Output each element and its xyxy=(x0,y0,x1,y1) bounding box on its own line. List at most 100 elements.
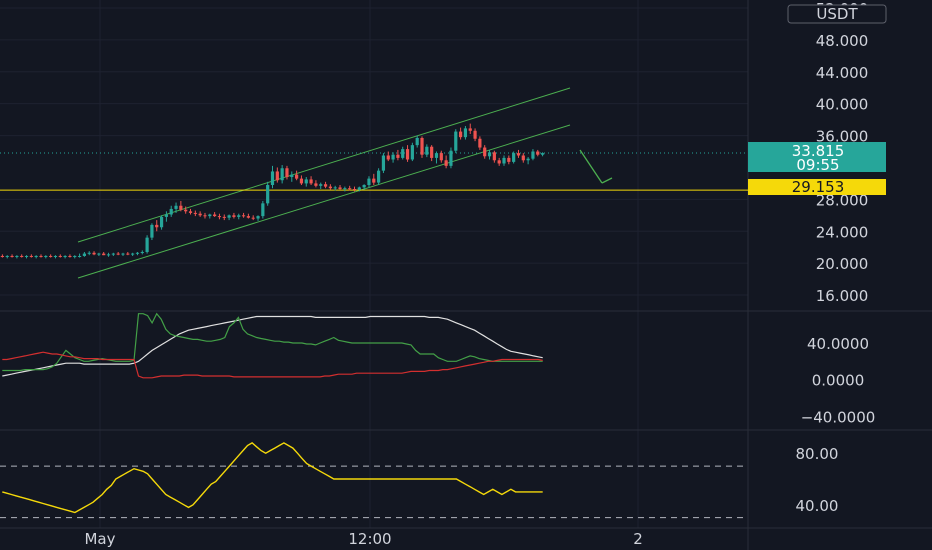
oscillator-2-axis[interactable]: 80.00 40.00 xyxy=(796,445,839,515)
candle-body xyxy=(261,203,265,217)
oscillator-1-series-2 xyxy=(2,351,543,379)
candle-body xyxy=(203,215,207,217)
candle-body xyxy=(444,160,448,166)
candle-body xyxy=(131,253,135,255)
candle-body xyxy=(135,252,140,254)
oscillator-1-axis[interactable]: 40.0000 0.0000 −40.0000 xyxy=(801,335,876,426)
candle-body xyxy=(391,154,395,160)
candle-body xyxy=(290,174,294,178)
time-tick-2: 2 xyxy=(633,530,643,548)
down-arrow-drawing[interactable] xyxy=(579,149,613,184)
candle-body xyxy=(502,157,506,164)
candle-body xyxy=(53,255,58,257)
candle-body xyxy=(468,128,472,131)
candle-body xyxy=(20,255,24,257)
candle-body xyxy=(164,214,168,217)
price-tick-label: 20.000 xyxy=(816,255,869,273)
candle-body xyxy=(270,171,275,186)
candle-body xyxy=(150,224,154,238)
candle-body xyxy=(439,153,443,161)
candle-body xyxy=(319,184,323,186)
candle-body xyxy=(34,255,38,257)
currency-badge[interactable]: USDT xyxy=(787,4,887,24)
candle-body xyxy=(396,154,400,158)
candle-body xyxy=(73,255,77,257)
candle-body xyxy=(507,157,511,162)
candle-body xyxy=(102,253,106,256)
candle-body xyxy=(63,255,67,257)
candle-body xyxy=(309,179,313,184)
candle-body xyxy=(24,255,29,257)
candle-body xyxy=(381,155,386,171)
candle-body xyxy=(512,153,516,162)
oscillator-1-tick-label: −40.0000 xyxy=(801,408,876,426)
candle-body xyxy=(362,185,366,188)
candle-body xyxy=(251,217,255,219)
candle-body xyxy=(280,168,284,181)
oscillator-2-tick-label: 80.00 xyxy=(796,445,839,463)
price-tick-label: 44.000 xyxy=(816,64,869,82)
oscillator-1-tick-label: 40.0000 xyxy=(807,335,869,353)
candle-body xyxy=(492,152,496,161)
candle-body xyxy=(106,254,111,256)
level-tag-value: 29.153 xyxy=(792,178,845,196)
ascending-channel[interactable] xyxy=(77,87,571,279)
candle-body xyxy=(159,216,164,228)
current-price-countdown: 09:55 xyxy=(796,156,839,174)
current-price-tag: 33.815 09:55 xyxy=(748,142,886,174)
candles xyxy=(0,123,545,259)
candle-body xyxy=(285,168,289,178)
candle-body xyxy=(304,179,308,184)
oscillator-1-tick-label: 0.0000 xyxy=(812,372,865,390)
candle-body xyxy=(217,216,222,218)
candle-body xyxy=(333,187,337,189)
candle-body xyxy=(169,208,173,215)
candle-body xyxy=(295,174,299,179)
time-axis[interactable]: May 12:00 2 xyxy=(84,530,642,548)
candle-body xyxy=(410,145,414,160)
oscillator-pane-1 xyxy=(2,312,543,379)
candle-body xyxy=(454,131,458,151)
currency-badge-label: USDT xyxy=(816,5,858,23)
candle-body xyxy=(328,186,332,189)
candle-body xyxy=(39,255,43,257)
candle-body xyxy=(377,170,381,183)
candle-body xyxy=(415,137,419,146)
candle-body xyxy=(386,155,390,160)
price-tick-label: 16.000 xyxy=(816,287,869,305)
channel-upper-line xyxy=(77,87,571,243)
candle-body xyxy=(198,213,202,216)
channel-lower-line xyxy=(77,124,571,279)
candle-body xyxy=(531,151,535,159)
candle-body xyxy=(434,153,439,158)
price-tick-label: 36.000 xyxy=(816,128,869,146)
candle-body xyxy=(405,149,410,160)
candle-body xyxy=(487,152,492,157)
candle-body xyxy=(49,255,53,257)
candle-body xyxy=(314,183,318,186)
candle-body xyxy=(97,253,101,255)
candle-body xyxy=(343,188,347,190)
candle-body xyxy=(237,215,241,217)
candle-body xyxy=(473,130,477,139)
candle-body xyxy=(188,211,193,213)
candle-body xyxy=(483,147,487,157)
candle-body xyxy=(536,151,540,155)
oscillator-2-tick-label: 40.00 xyxy=(796,497,839,515)
time-tick-may: May xyxy=(84,530,115,548)
candle-body xyxy=(246,216,250,218)
candle-body xyxy=(266,185,270,204)
price-tick-label: 48.000 xyxy=(816,32,869,50)
candle-body xyxy=(449,150,453,166)
candle-body xyxy=(352,188,357,190)
candle-body xyxy=(299,178,304,184)
time-tick-1200: 12:00 xyxy=(348,530,391,548)
price-tick-label: 24.000 xyxy=(816,223,869,241)
candle-body xyxy=(5,255,9,257)
vertical-grid xyxy=(99,0,639,528)
candle-body xyxy=(338,187,342,189)
candle-body xyxy=(77,255,82,257)
